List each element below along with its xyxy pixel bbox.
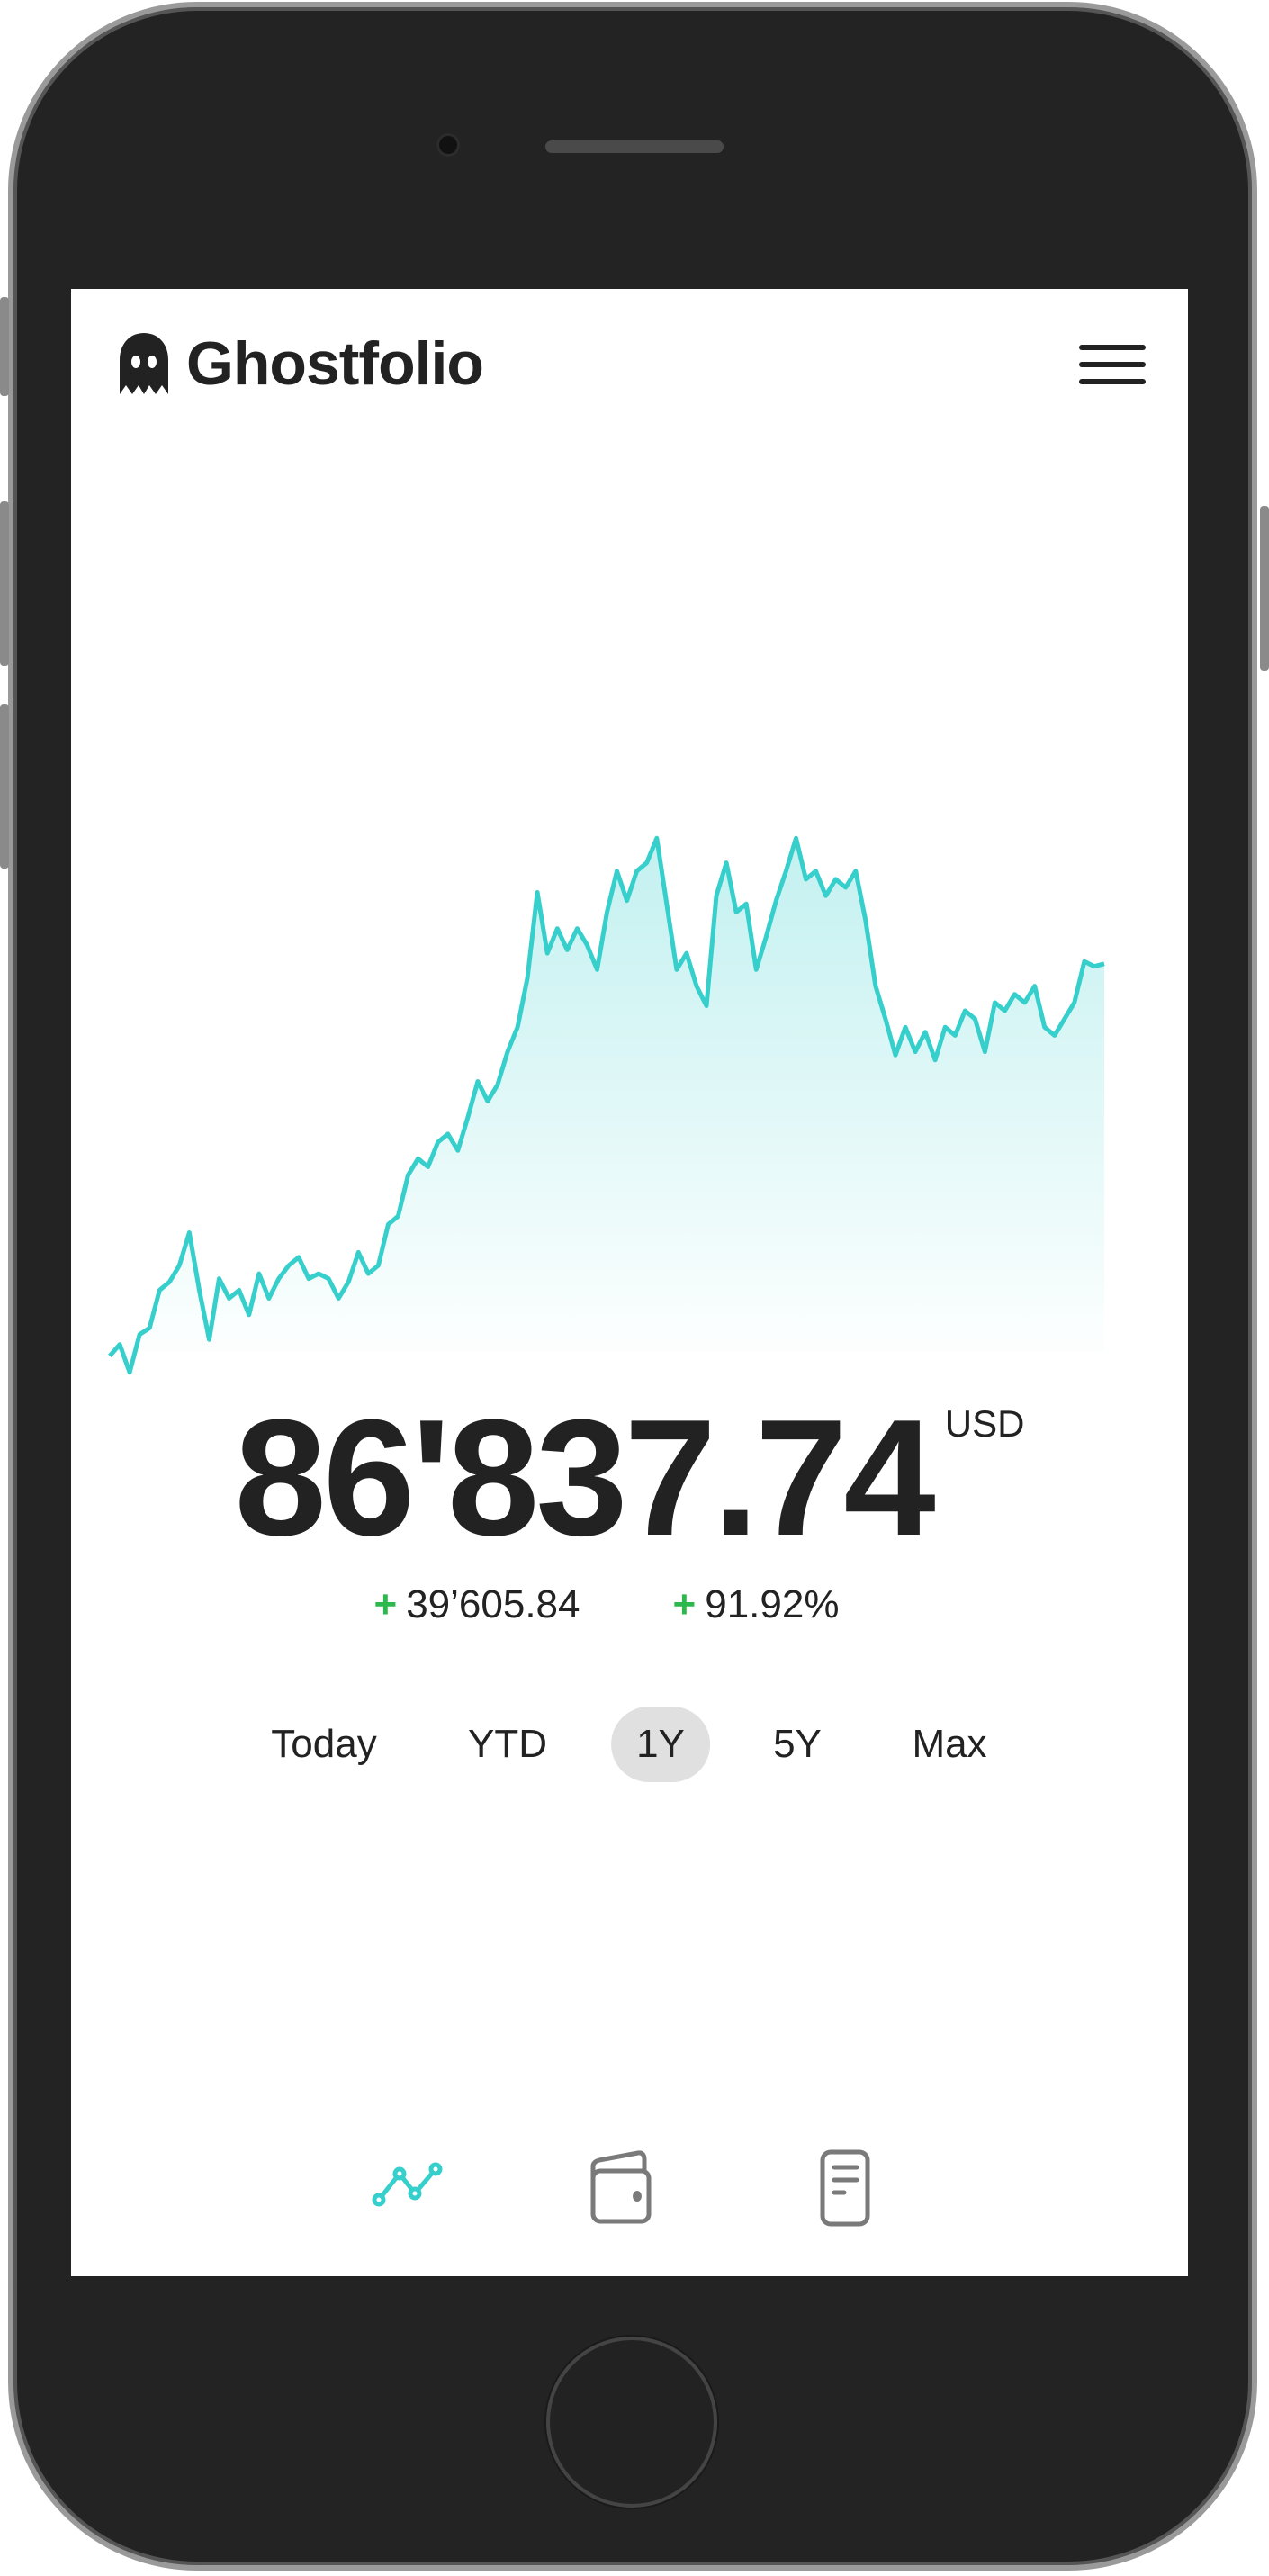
period-max[interactable]: Max [912, 1722, 987, 1766]
document-icon[interactable] [805, 2148, 886, 2229]
hamburger-menu-icon[interactable] [1079, 345, 1146, 384]
total-value: 86'837.74 [234, 1384, 936, 1570]
app-screen: Ghostfolio 86'837.74 USD +39’605.84 +91.… [71, 289, 1188, 2276]
period-today[interactable]: Today [271, 1722, 377, 1766]
earpiece-speaker [545, 140, 724, 153]
ghost-icon [120, 333, 168, 394]
period-1y[interactable]: 1Y [611, 1707, 710, 1782]
volume-down-button [0, 704, 9, 869]
plus-sign: + [374, 1582, 398, 1626]
absolute-change-value: 39’605.84 [406, 1582, 580, 1626]
period-5y[interactable]: 5Y [773, 1722, 822, 1766]
period-ytd[interactable]: YTD [468, 1722, 547, 1766]
front-camera [439, 136, 457, 154]
total-value-row: 86'837.74 USD [71, 1383, 1188, 1572]
chart-area-fill [110, 838, 1104, 1373]
line-chart-icon[interactable] [372, 2148, 453, 2229]
percent-change: +91.92% [673, 1582, 840, 1627]
app-logo[interactable]: Ghostfolio [118, 329, 484, 399]
mute-switch [0, 297, 9, 396]
performance-chart [108, 835, 1105, 1375]
volume-up-button [0, 501, 9, 666]
app-title: Ghostfolio [186, 329, 484, 398]
plus-sign: + [672, 1582, 697, 1626]
power-button [1260, 506, 1269, 671]
currency-label: USD [944, 1402, 1025, 1445]
wallet-icon[interactable] [589, 2148, 670, 2229]
home-button[interactable] [546, 2337, 717, 2508]
absolute-change: +39’605.84 [374, 1582, 580, 1627]
chart-line [108, 835, 1105, 1375]
percent-change-value: 91.92% [705, 1582, 840, 1626]
